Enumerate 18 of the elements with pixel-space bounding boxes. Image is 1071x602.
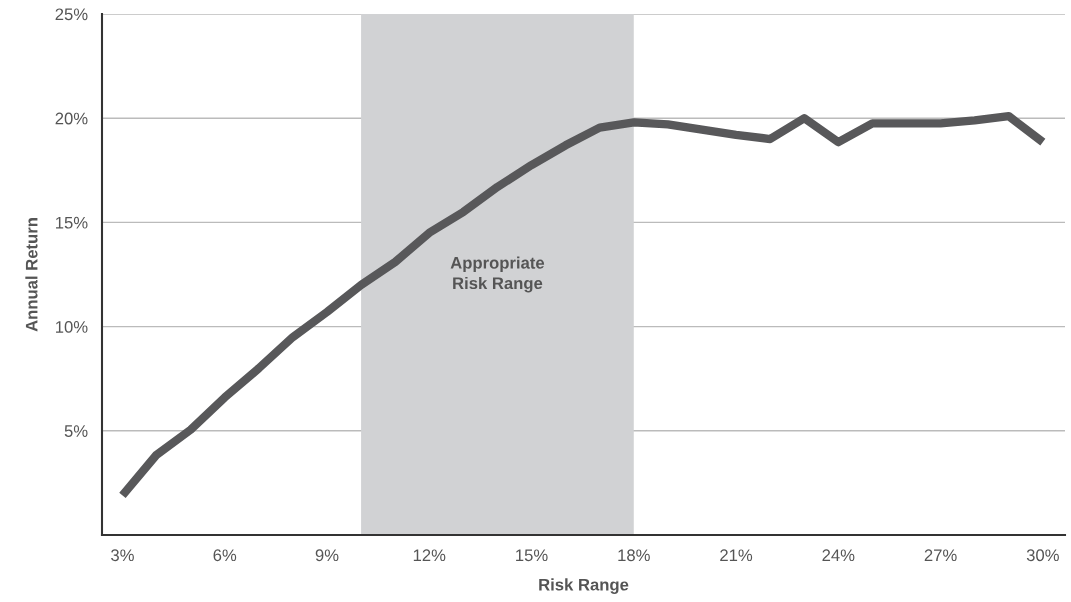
x-tick-label: 12%: [413, 549, 446, 562]
x-tick-label: 18%: [618, 549, 650, 562]
x-tick-label: 24%: [822, 549, 855, 562]
y-tick-label: 10%: [56, 321, 88, 333]
band-label: Appropriate Risk Range: [450, 256, 545, 293]
x-tick-label: 27%: [924, 549, 957, 562]
x-tick-label: 15%: [516, 549, 548, 562]
y-tick-label: 25%: [55, 8, 88, 21]
y-tick-label: 5%: [64, 425, 88, 437]
x-axis-title: Risk Range: [539, 578, 629, 594]
y-axis-title: Annual Return: [25, 218, 38, 332]
x-tick-label: 6%: [213, 549, 237, 562]
y-tick-label: 15%: [56, 216, 88, 229]
x-tick-label: 9%: [315, 549, 339, 562]
x-tick-label: 30%: [1026, 549, 1059, 562]
y-tick-label: 20%: [55, 112, 88, 125]
x-tick-label: 3%: [111, 549, 134, 562]
x-tick-label: 21%: [720, 549, 753, 562]
